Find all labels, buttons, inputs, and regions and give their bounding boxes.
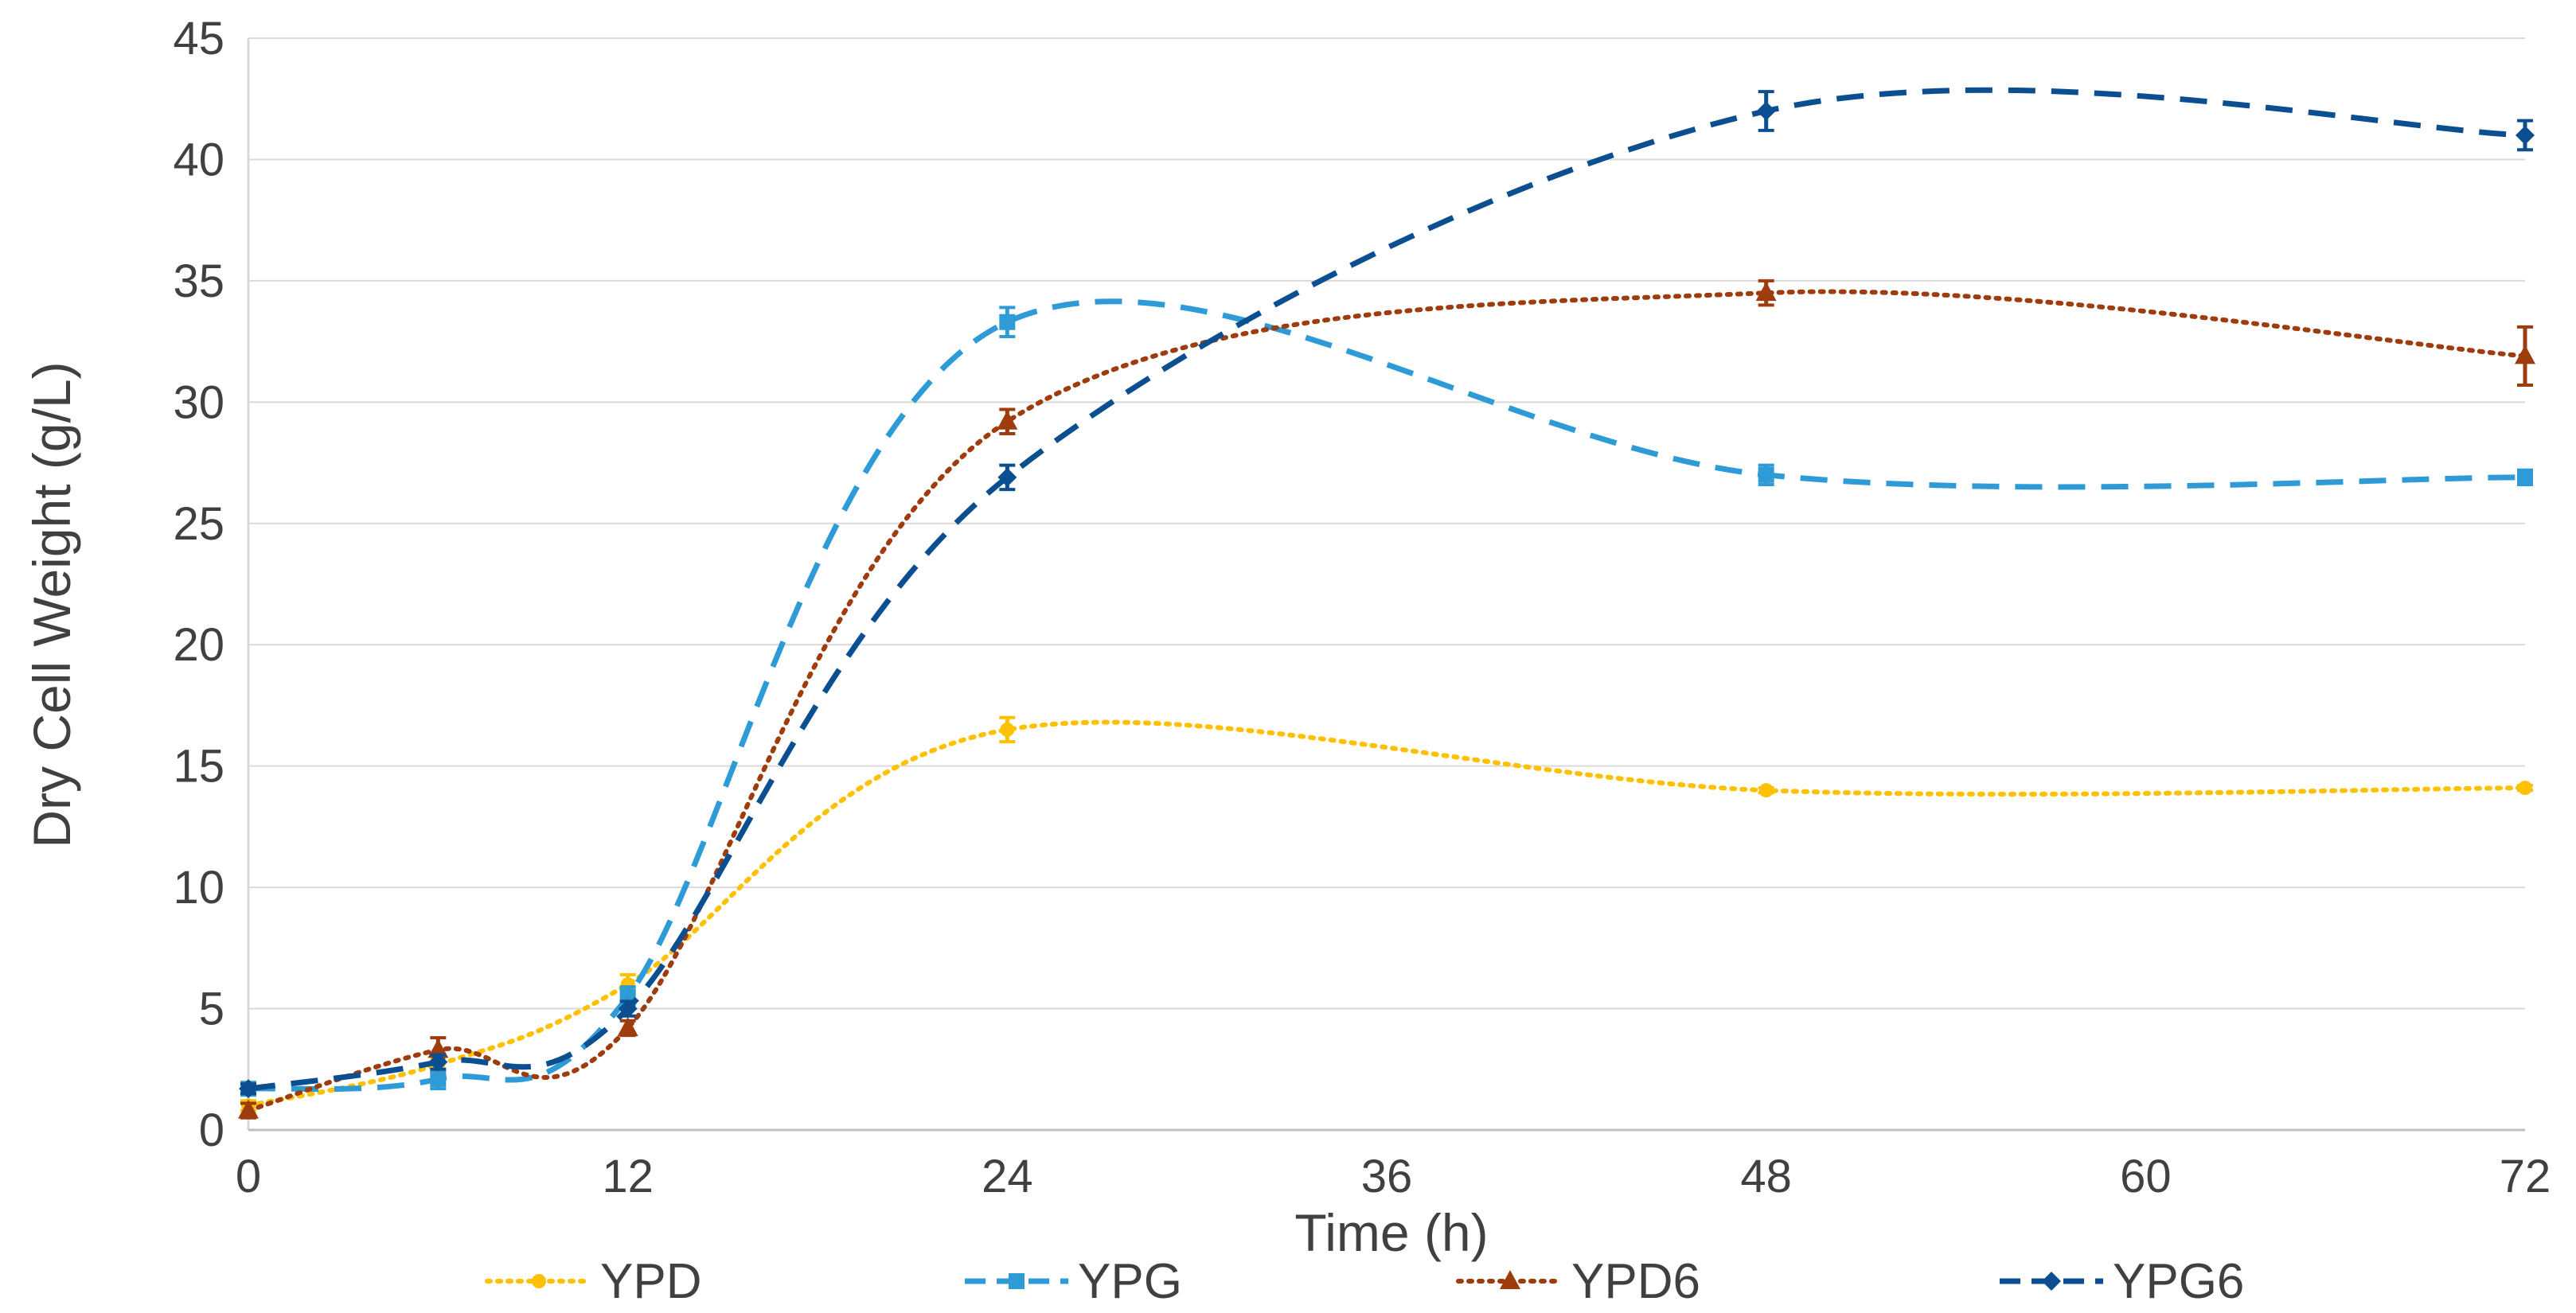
legend-swatch-marker bbox=[532, 1274, 546, 1288]
legend-swatch-marker bbox=[1500, 1270, 1520, 1289]
x-tick-label: 60 bbox=[2120, 1151, 2172, 1202]
x-axis-title: Time (h) bbox=[1294, 1203, 1488, 1262]
x-tick-labels: 0 12 24 36 48 60 72 bbox=[236, 1151, 2551, 1202]
data-point-ypd6 bbox=[617, 1016, 638, 1036]
series-ypd bbox=[240, 715, 2533, 1113]
y-tick-label: 10 bbox=[173, 862, 224, 914]
series-lines bbox=[238, 87, 2535, 1120]
data-point-ypg bbox=[430, 1070, 447, 1087]
data-point-ypd bbox=[1758, 783, 1774, 798]
y-tick-label: 20 bbox=[173, 619, 224, 671]
y-tick-label: 40 bbox=[173, 134, 224, 185]
data-point-ypd6 bbox=[238, 1099, 259, 1119]
data-point-ypg6 bbox=[2516, 125, 2535, 145]
y-tick-label: 0 bbox=[199, 1105, 224, 1156]
series-line-ypd6 bbox=[246, 289, 2527, 1113]
data-point-ypg6 bbox=[239, 1079, 258, 1099]
data-point-ypg bbox=[999, 314, 1016, 330]
data-point-ypg6 bbox=[428, 1052, 448, 1072]
data-point-ypd6 bbox=[2515, 345, 2535, 364]
legend: YPD YPG YPD6 YPG6 bbox=[485, 1254, 2244, 1309]
data-point-ypg6 bbox=[618, 999, 638, 1019]
data-point-ypd6 bbox=[427, 1038, 449, 1058]
x-tick-label: 12 bbox=[602, 1151, 654, 1202]
legend-swatch-marker bbox=[2042, 1272, 2061, 1291]
y-tick-label: 30 bbox=[173, 376, 224, 428]
data-point-ypg6 bbox=[997, 467, 1017, 487]
gridlines bbox=[248, 37, 2525, 1010]
series-ypg6 bbox=[239, 87, 2535, 1099]
legend-item-ypg6: YPG6 bbox=[2000, 1254, 2244, 1309]
x-tick-label: 24 bbox=[982, 1151, 1033, 1202]
axes bbox=[247, 38, 2525, 1132]
y-tick-label: 25 bbox=[173, 498, 224, 550]
y-tick-labels: 0 5 10 15 20 25 30 35 40 45 bbox=[173, 13, 224, 1156]
series-line-ypg bbox=[248, 298, 2526, 1093]
y-tick-label: 5 bbox=[199, 984, 224, 1035]
x-tick-label: 0 bbox=[236, 1151, 261, 1202]
legend-label: YPD bbox=[600, 1254, 701, 1309]
legend-label: YPG bbox=[1078, 1254, 1182, 1309]
y-tick-label: 35 bbox=[173, 255, 224, 307]
legend-swatch-marker bbox=[1009, 1273, 1025, 1289]
data-point-ypd bbox=[1000, 722, 1015, 737]
series-line-ypg6 bbox=[248, 87, 2526, 1092]
data-point-ypd bbox=[2518, 781, 2532, 796]
legend-item-ypd6: YPD6 bbox=[1456, 1254, 1700, 1309]
x-tick-label: 72 bbox=[2500, 1151, 2551, 1202]
y-axis-title: Dry Cell Weight (g/L) bbox=[22, 361, 81, 847]
y-tick-label: 45 bbox=[173, 13, 224, 64]
legend-label: YPD6 bbox=[1571, 1254, 1700, 1309]
data-point-ypd6 bbox=[997, 410, 1018, 430]
data-point-ypg bbox=[2517, 469, 2533, 485]
legend-item-ypd: YPD bbox=[485, 1254, 701, 1309]
series-ypg bbox=[240, 298, 2533, 1097]
data-point-ypg6 bbox=[1756, 101, 1776, 121]
legend-item-ypg: YPG bbox=[965, 1254, 1182, 1309]
series-ypd6 bbox=[238, 279, 2535, 1120]
x-tick-label: 48 bbox=[1740, 1151, 1792, 1202]
legend-label: YPG6 bbox=[2113, 1254, 2244, 1309]
data-point-ypd6 bbox=[1755, 282, 1777, 302]
x-tick-label: 36 bbox=[1361, 1151, 1413, 1202]
y-tick-label: 15 bbox=[173, 741, 224, 793]
series-line-ypd bbox=[246, 719, 2527, 1108]
data-point-ypg bbox=[1758, 466, 1774, 483]
